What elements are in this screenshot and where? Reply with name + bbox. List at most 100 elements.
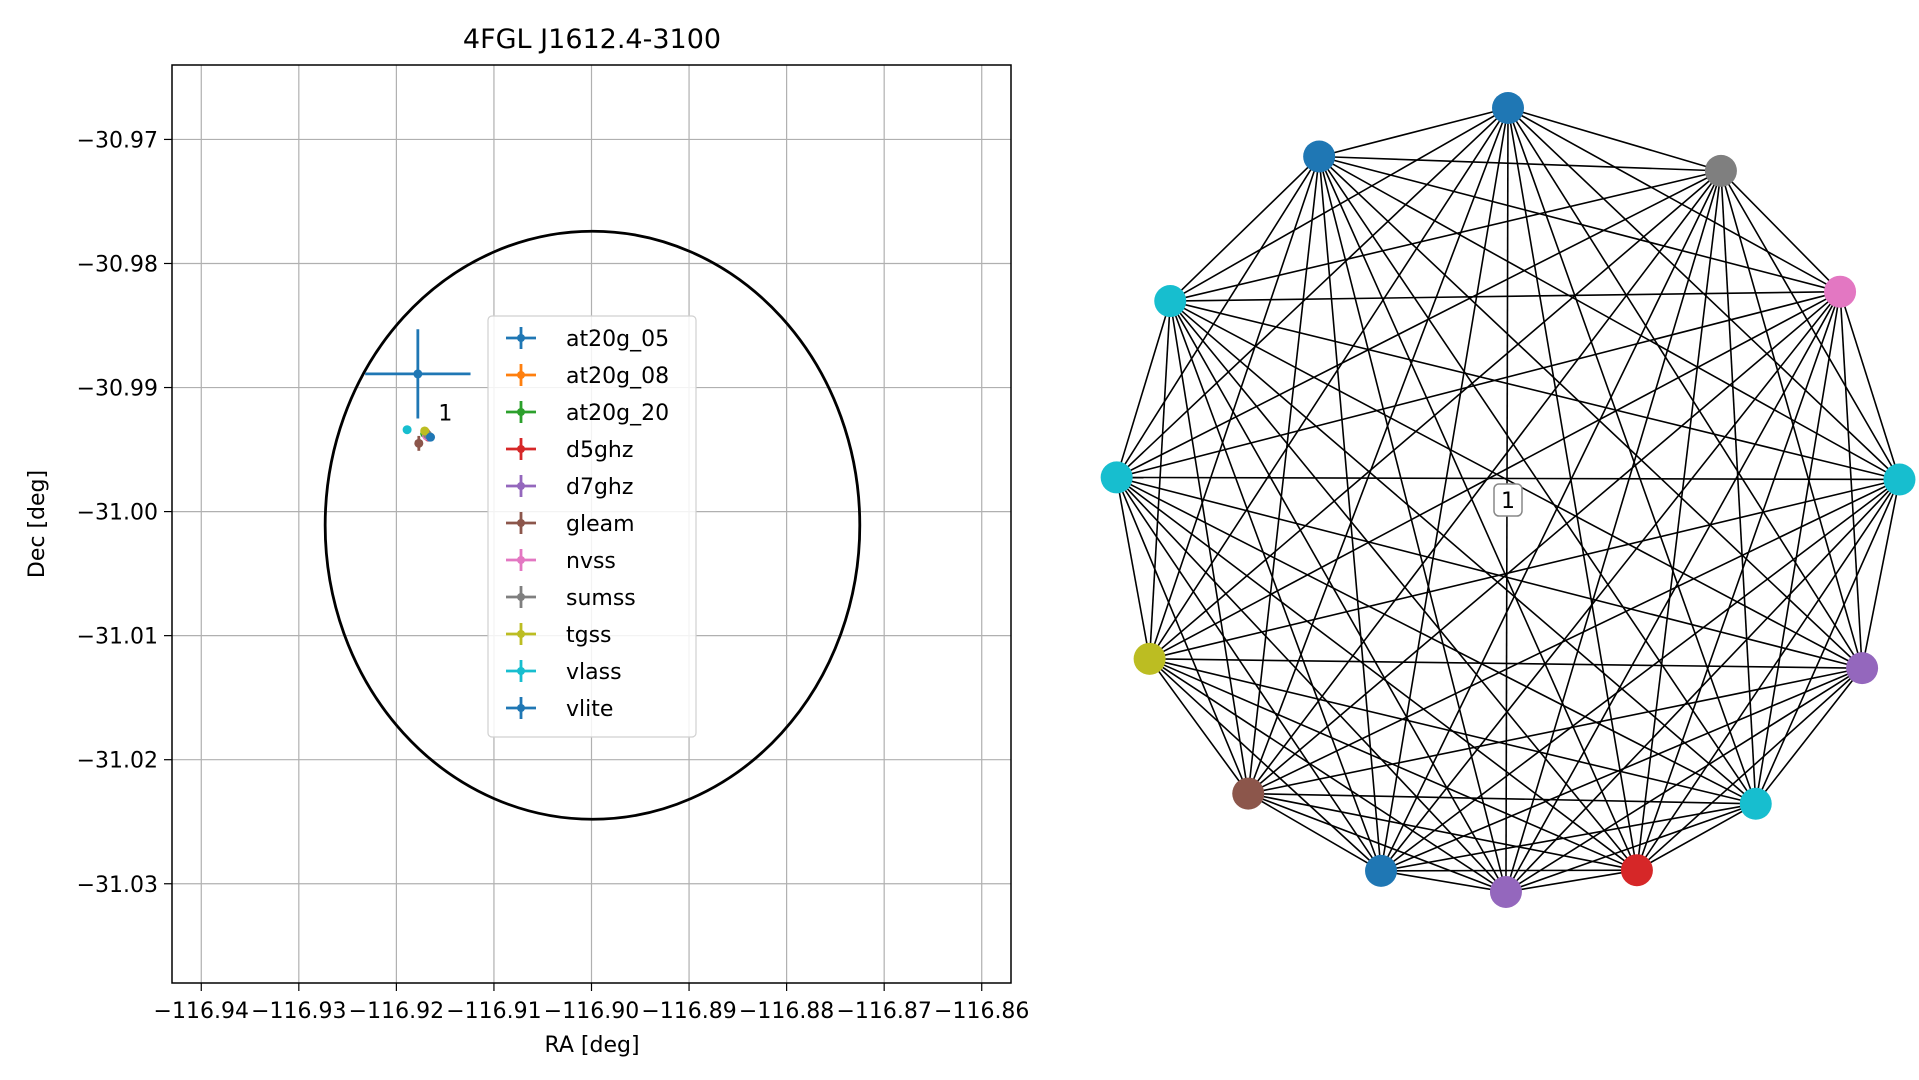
legend-marker (517, 519, 525, 527)
network-nodes (1100, 92, 1916, 908)
legend-entry-gleam: gleam (506, 512, 635, 537)
network-edge (1754, 291, 1841, 804)
network-edge (1169, 300, 1757, 805)
x-tick-label: −116.89 (641, 999, 736, 1024)
network-edge (1116, 476, 1757, 805)
network-edge (1380, 870, 1507, 893)
network-edge (1720, 170, 1757, 804)
network-edge (1380, 667, 1863, 872)
network-edge (1507, 107, 1722, 172)
network-edge (1507, 107, 1863, 669)
legend-marker (517, 334, 525, 342)
data-marker (402, 425, 412, 435)
network-edge (1247, 478, 1900, 795)
legend-label: gleam (566, 512, 635, 537)
network-node (1133, 642, 1166, 675)
network-edge (1149, 658, 1638, 871)
legend-label: nvss (566, 549, 616, 574)
data-marker (420, 426, 430, 436)
legend-entry-vlass: vlass (506, 660, 622, 685)
legend-entry-at20g_05: at20g_05 (506, 327, 669, 352)
network-edge (1149, 170, 1722, 660)
network-edge (1116, 476, 1507, 893)
legend-marker (517, 704, 525, 712)
error-ellipse (323, 229, 862, 821)
network-edge (1115, 156, 1320, 478)
legend-marker (517, 556, 525, 564)
x-axis-label: RA [deg] (544, 1033, 639, 1058)
network-edge (1248, 792, 1756, 805)
network-node (1365, 854, 1398, 887)
network-edge (1115, 477, 1249, 794)
legend-label: d7ghz (566, 475, 633, 500)
network-node (1824, 275, 1857, 308)
network-node (1739, 787, 1772, 820)
network-node (1846, 652, 1879, 685)
network-edge (1148, 107, 1509, 660)
legend-label: at20g_20 (566, 401, 669, 426)
legend-marker (517, 371, 525, 379)
x-tick-label: −116.86 (934, 999, 1029, 1024)
network-edge (1505, 803, 1757, 893)
data-points (365, 329, 471, 451)
network-edge (1149, 658, 1382, 872)
network-edge (1507, 107, 1841, 293)
network-edge (1381, 869, 1637, 872)
center-label: 1 (1501, 489, 1515, 514)
y-tick-label: −31.00 (77, 501, 158, 526)
legend-label: at20g_05 (566, 327, 669, 352)
network-edge (1507, 107, 1638, 871)
network-edge (1318, 156, 1638, 871)
network-edge (1247, 792, 1382, 872)
legend-entry-d7ghz: d7ghz (506, 475, 633, 500)
network-edge (1170, 290, 1841, 302)
network-node (1303, 140, 1336, 173)
network-edge (1169, 300, 1250, 794)
network-edge (1318, 156, 1757, 805)
error-ellipse-layer (323, 229, 862, 821)
legend-label: d5ghz (566, 438, 633, 463)
y-tick-label: −31.02 (77, 749, 158, 774)
network-edge (1755, 667, 1863, 805)
network-panel: 1 (1100, 92, 1916, 908)
legend-marker (517, 408, 525, 416)
network-edge (1636, 170, 1722, 871)
network-edge (1149, 658, 1507, 893)
network-edge (1839, 291, 1901, 480)
series-point-vlass (402, 425, 412, 435)
network-edge (1505, 478, 1901, 893)
network-edge (1636, 667, 1863, 871)
network-edge (1116, 107, 1509, 479)
network-edge (1318, 156, 1507, 893)
x-tick-label: −116.91 (446, 999, 541, 1024)
x-tick-label: −116.93 (251, 999, 346, 1024)
legend-entry-at20g_20: at20g_20 (506, 401, 669, 426)
network-node (1620, 854, 1653, 887)
legend-marker (517, 445, 525, 453)
x-tick-label: −116.87 (836, 999, 931, 1024)
y-tick-label: −30.97 (77, 128, 158, 153)
legend: at20g_05 at20g_08 at20g_20 d5ghz d7ghz gleam n… (487, 315, 697, 738)
legend-entry-at20g_08: at20g_08 (506, 364, 669, 389)
center-label-box: 1 (1493, 483, 1523, 517)
series-point-tgss (420, 426, 430, 436)
network-edge (1116, 170, 1722, 479)
legend-label: tgss (566, 623, 612, 648)
network-edge (1318, 107, 1509, 158)
data-marker (414, 438, 424, 448)
network-node (1489, 875, 1522, 908)
y-tick-label: −31.03 (77, 873, 158, 898)
legend-entry-d5ghz: d5ghz (506, 438, 633, 463)
y-tick-label: −30.98 (77, 252, 158, 277)
chart-title: 4FGL J1612.4-3100 (463, 24, 721, 55)
network-edge (1248, 792, 1638, 871)
network-edge (1861, 479, 1901, 669)
legend-entry-sumss: sumss (506, 586, 636, 611)
center-label-frame (1493, 483, 1523, 517)
legend-entry-nvss: nvss (506, 549, 616, 574)
network-edge (1247, 291, 1841, 795)
network-edge (1380, 478, 1900, 872)
network-edge (1636, 479, 1901, 871)
series-point-gleam (414, 435, 424, 451)
